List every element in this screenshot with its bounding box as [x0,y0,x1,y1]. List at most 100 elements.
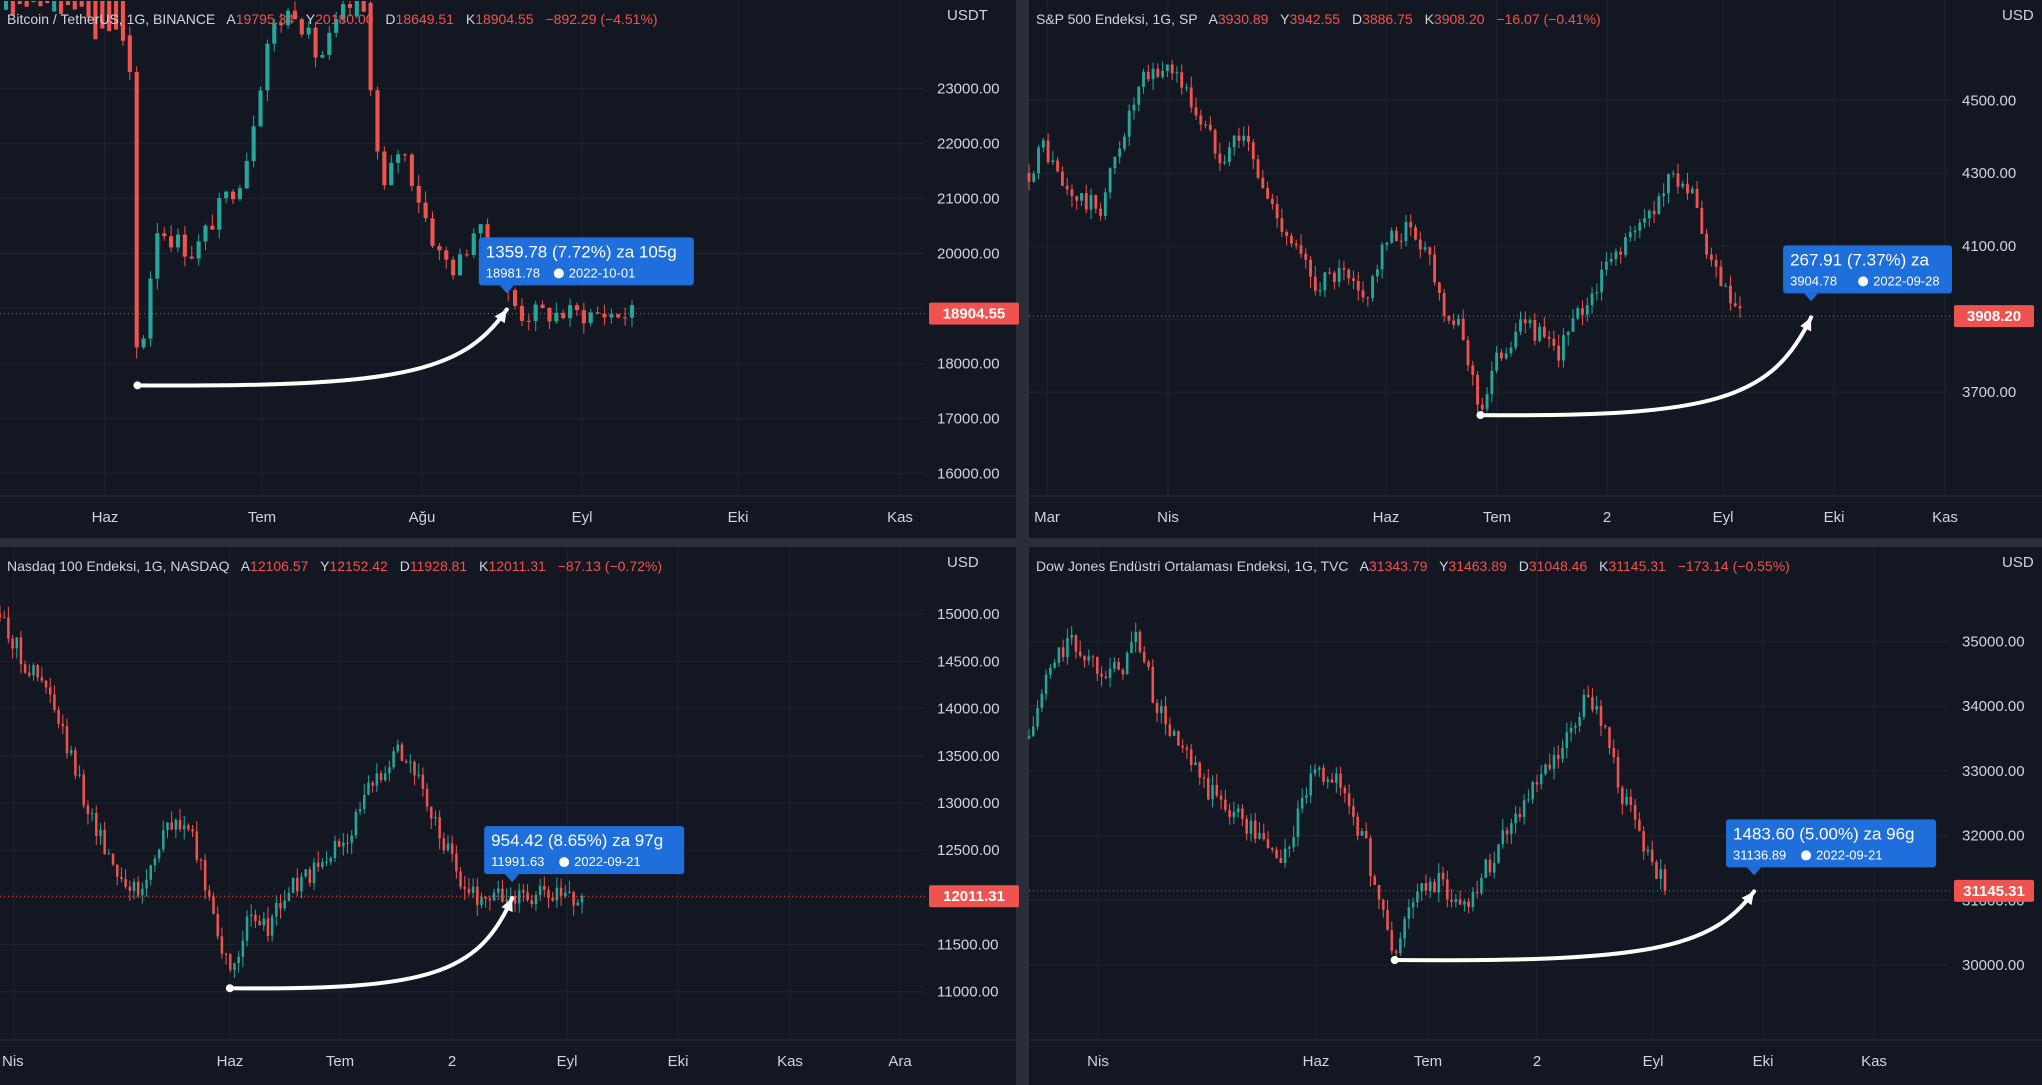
price-tick-label: 17000.00 [937,410,1000,427]
candle [341,1,346,24]
candle [1471,887,1475,912]
candle [1624,233,1627,258]
change-value: −87.13 (−0.72%) [558,558,662,574]
time-axis[interactable]: Haz Tem Ağu Eyl Eki Kas [0,495,1016,526]
arrow-head-icon [1741,891,1755,906]
pane-dowjones[interactable]: 30000.0031000.0032000.0033000.0034000.00… [1027,547,2042,1085]
candle [229,953,232,973]
price-axis[interactable]: 11000.0011500.0012000.0012500.0013000.00… [937,606,1000,1001]
candle [327,25,332,61]
callout[interactable]: 1359.78 (7.72%) za 105g 18981.78 2022-10… [478,237,694,294]
candle [1599,699,1603,737]
candle [1565,722,1569,759]
candle [1450,889,1453,908]
candle [79,1,84,7]
legend[interactable]: Dow Jones Endüstri Ortalaması Endeksi, 1… [1036,558,1790,574]
candle [10,1,15,15]
pane-bitcoin[interactable]: 16000.0017000.0018000.0019000.0020000.00… [0,0,1019,538]
callout[interactable]: 954.42 (8.65%) za 97g 11991.63 2022-09-2… [484,826,685,883]
candle [1361,281,1365,303]
candle [149,864,152,886]
candle [313,22,318,68]
measure-arrow[interactable] [133,307,509,390]
candle [1075,195,1079,210]
legend[interactable]: S&P 500 Endeksi, 1G, SP A3930.89 Y3942.5… [1036,11,1601,27]
last-price-label: 31145.31 [1954,879,2034,902]
candle [1118,141,1122,164]
candle [306,21,311,39]
candle [272,18,277,52]
time-tick-label: 2 [1533,1053,1541,1070]
candle [1548,753,1552,771]
candle [127,26,132,80]
time-tick-label: Haz [1373,509,1400,526]
candle [1375,264,1379,283]
candle [1621,785,1624,815]
price-axis[interactable]: 30000.0031000.0032000.0033000.0034000.00… [1962,633,2025,974]
candle [1352,270,1355,290]
candle [166,822,169,838]
candle [1175,66,1179,83]
open-label: A [1360,558,1370,574]
candle [1070,184,1074,208]
price-tick-label: 15000.00 [937,606,1000,623]
candle [1557,745,1560,769]
candle [1416,883,1419,908]
candle [1700,200,1704,235]
candle [1211,775,1214,808]
candle [1647,208,1651,227]
symbol-title: S&P 500 Endeksi, 1G, SP [1036,11,1197,27]
callout-date: 2022-10-01 [569,265,636,280]
price-axis[interactable]: 16000.0017000.0018000.0019000.0020000.00… [937,81,1000,483]
clock-icon [1858,276,1869,287]
currency-label: USD [2002,7,2034,24]
candle [1113,657,1116,673]
last-price-label: 12011.31 [929,885,1019,908]
measure-arrow[interactable] [1390,889,1757,965]
candle [258,86,263,127]
callout[interactable]: 1483.60 (5.00%) za 96g 31136.89 2022-09-… [1726,819,1937,876]
legend[interactable]: Bitcoin / TetherUS, 1G, BINANCE A19795.3… [7,11,658,27]
legend[interactable]: Nasdaq 100 Endeksi, 1G, NASDAQ A12106.57… [7,558,662,574]
candle [90,808,94,822]
candle [350,830,353,855]
measure-arrow[interactable] [1476,315,1814,420]
pane-nasdaq100[interactable]: 11000.0011500.0012000.0012500.0013000.00… [0,547,1019,1085]
candle [1657,192,1661,215]
time-axis[interactable]: Mar Nis Haz Tem 2 Eyl Eki Kas [1029,495,2042,526]
candle [1247,125,1250,152]
high-label: Y [1439,558,1449,574]
candle [1121,667,1125,680]
last-price-value: 31145.31 [1963,883,2025,900]
candle [1360,828,1364,836]
close-value: 12011.31 [488,558,546,574]
candle [417,763,420,779]
currency-label: USDT [947,7,988,24]
candle [28,664,31,678]
candle [1424,874,1428,896]
candle [358,801,362,816]
candle [1509,341,1513,357]
candle [262,912,266,932]
candle [1313,265,1317,296]
candle [1087,649,1091,666]
price-tick-label: 11500.00 [937,937,998,954]
candle [1215,774,1219,798]
time-axis[interactable]: Nis Haz Tem 2 Eyl Eki Kas Ara [0,1039,1016,1070]
candle [1510,818,1513,845]
candle [86,800,90,825]
candle [48,677,52,704]
candle [1552,746,1556,780]
price-tick-label: 18000.00 [937,355,1000,372]
candle [572,891,575,916]
candle [346,833,349,854]
callout-value: 3904.78 [1790,273,1837,288]
candle [1356,272,1360,301]
time-axis[interactable]: Nis Haz Tem 2 Eyl Eki Kas [1029,1039,2042,1070]
last-price-value: 18904.55 [943,306,1006,323]
price-tick-label: 32000.00 [1962,828,2025,845]
callout[interactable]: 267.91 (7.37%) za 3904.78 2022-09-28 [1783,245,1952,302]
candle [1616,749,1620,794]
measure-arrow[interactable] [225,896,515,993]
